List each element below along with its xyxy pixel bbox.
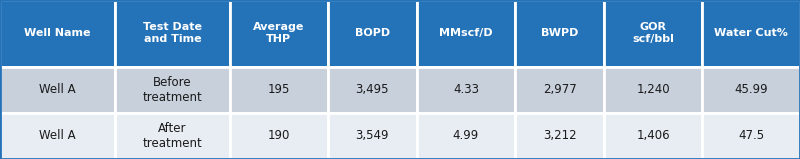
Text: 3,549: 3,549 — [355, 129, 389, 142]
Bar — [115, 113, 230, 159]
Text: GOR
scf/bbl: GOR scf/bbl — [632, 22, 674, 44]
Bar — [328, 113, 417, 159]
Text: 47.5: 47.5 — [738, 129, 764, 142]
Text: Well A: Well A — [39, 129, 76, 142]
Bar — [702, 67, 800, 113]
Text: MMscf/D: MMscf/D — [439, 28, 493, 38]
Bar — [0, 0, 115, 67]
Bar — [230, 67, 328, 113]
Bar — [417, 113, 515, 159]
Bar — [328, 0, 417, 67]
Bar — [0, 67, 115, 113]
Text: 4.33: 4.33 — [453, 83, 479, 96]
Bar — [515, 67, 604, 113]
Bar — [515, 0, 604, 67]
Text: 1,406: 1,406 — [636, 129, 670, 142]
Bar — [515, 113, 604, 159]
Bar — [230, 0, 328, 67]
Bar — [328, 67, 417, 113]
Text: Before
treatment: Before treatment — [142, 76, 202, 104]
Bar — [702, 0, 800, 67]
Text: 3,495: 3,495 — [355, 83, 389, 96]
Text: Well Name: Well Name — [24, 28, 90, 38]
Bar — [702, 113, 800, 159]
Text: Average
THP: Average THP — [253, 22, 305, 44]
Text: 4.99: 4.99 — [453, 129, 479, 142]
Text: BOPD: BOPD — [354, 28, 390, 38]
Bar — [0, 113, 115, 159]
Bar — [230, 113, 328, 159]
Bar — [417, 0, 515, 67]
Text: Test Date
and Time: Test Date and Time — [143, 22, 202, 44]
Text: Water Cut%: Water Cut% — [714, 28, 788, 38]
Bar — [604, 0, 702, 67]
Text: BWPD: BWPD — [541, 28, 578, 38]
Text: 45.99: 45.99 — [734, 83, 768, 96]
Bar — [115, 67, 230, 113]
Bar — [417, 67, 515, 113]
Text: 190: 190 — [267, 129, 290, 142]
Bar — [604, 67, 702, 113]
Text: 3,212: 3,212 — [542, 129, 576, 142]
Text: 195: 195 — [267, 83, 290, 96]
Bar — [115, 0, 230, 67]
Text: Well A: Well A — [39, 83, 76, 96]
Bar — [604, 113, 702, 159]
Text: 2,977: 2,977 — [542, 83, 577, 96]
Text: 1,240: 1,240 — [636, 83, 670, 96]
Text: After
treatment: After treatment — [142, 122, 202, 150]
